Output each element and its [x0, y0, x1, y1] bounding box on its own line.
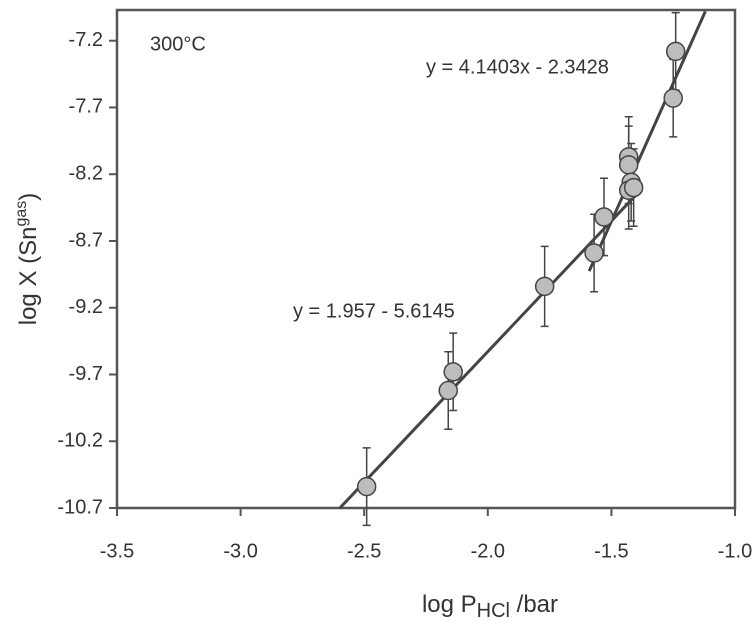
fit-equation: y = 4.1403x - 2.3428 [426, 56, 609, 78]
y-tick-label: -9.7 [69, 363, 103, 385]
y-tick-label: -10.2 [57, 430, 103, 452]
data-point [584, 243, 604, 263]
data-point [665, 41, 686, 62]
data-point [663, 88, 683, 108]
data-point [594, 207, 614, 227]
fit-line [587, 10, 707, 272]
y-label-text: log X (Sn [15, 227, 42, 326]
y-tick-label: -7.7 [69, 96, 103, 118]
y-tick-label: -10.7 [57, 496, 103, 518]
x-label-sub: HCl [477, 600, 510, 622]
x-tick-label: -2.0 [471, 540, 505, 562]
x-tick-label: -3.5 [100, 540, 134, 562]
y-tick-label: -7.2 [69, 29, 103, 51]
y-tick-label: -8.7 [69, 229, 103, 251]
x-tick-label: -1.5 [594, 540, 628, 562]
x-label-text: log P [422, 591, 477, 618]
y-tick-label: -9.2 [69, 296, 103, 318]
x-tick-label: -2.5 [347, 540, 381, 562]
data-point [443, 362, 463, 382]
y-label-sup: gas [13, 201, 30, 227]
x-tick-label: -3.0 [223, 540, 257, 562]
y-axis-label: log X (Sngas) [13, 193, 42, 326]
x-tick-label: -1.0 [718, 540, 752, 562]
data-point [438, 380, 458, 401]
data-point [534, 276, 555, 297]
data-point [623, 177, 644, 198]
data-point [356, 476, 377, 497]
data-point [618, 155, 639, 175]
plot-frame [115, 8, 737, 510]
annotation: 300°C [150, 33, 206, 55]
fit-line [338, 188, 643, 510]
fit-equation: y = 1.957 - 5.6145 [293, 300, 455, 322]
x-axis-label: log PHCl /bar [422, 591, 558, 622]
y-label-end: ) [15, 193, 42, 201]
x-label-end: /bar [510, 591, 558, 618]
y-tick-label: -8.2 [69, 163, 103, 185]
